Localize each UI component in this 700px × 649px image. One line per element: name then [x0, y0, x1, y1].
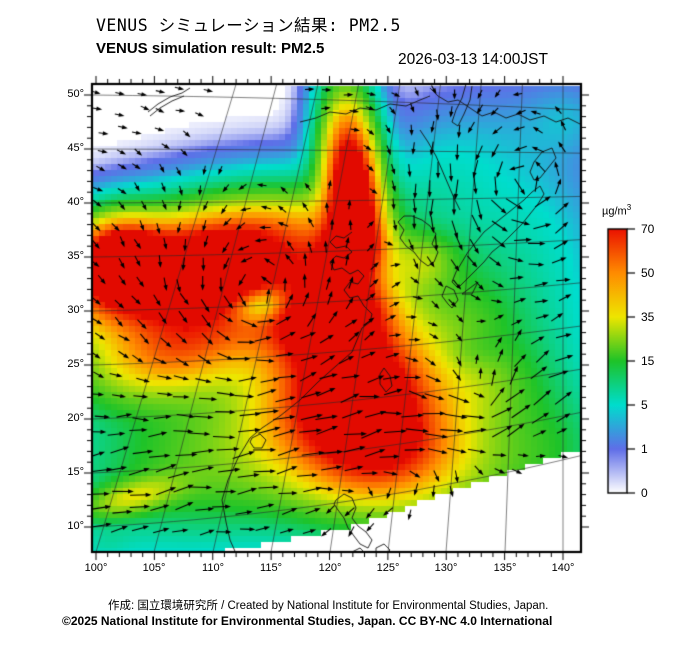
lat-tick-label: 10°: [67, 520, 84, 532]
page-title-japanese: VENUS シミュレーション結果: PM2.5: [96, 16, 401, 35]
lon-tick-label: 110°: [202, 562, 224, 574]
lat-tick-label: 20°: [67, 412, 84, 424]
lat-tick-label: 50°: [67, 88, 84, 100]
colorbar-tick-label: 15: [641, 354, 655, 368]
page-title-english: VENUS simulation result: PM2.5: [96, 40, 325, 57]
lat-tick-label: 45°: [67, 142, 84, 154]
lon-tick-label: 105°: [142, 562, 166, 574]
lon-tick-label: 130°: [434, 562, 458, 574]
lon-tick-label: 100°: [84, 562, 108, 574]
timestamp-label: 2026-03-13 14:00JST: [398, 51, 548, 68]
lat-tick-label: 25°: [67, 358, 84, 370]
lat-tick-label: 30°: [67, 304, 84, 316]
credit-text: 作成: 国立環境研究所 / Created by National Instit…: [108, 600, 549, 612]
lon-tick-label: 115°: [260, 562, 282, 574]
lat-tick-label: 35°: [67, 250, 84, 262]
colorbar-tick-label: 5: [641, 398, 648, 412]
copyright-text: ©2025 National Institute for Environment…: [62, 614, 553, 628]
colorbar-tick-label: 35: [641, 310, 655, 324]
colorbar-tick-label: 50: [641, 266, 655, 280]
colorbar-tick-label: 70: [641, 222, 655, 236]
lat-tick-label: 40°: [67, 196, 84, 208]
colorbar-unit-exponent: 3: [626, 203, 632, 212]
lon-tick-label: 135°: [493, 562, 517, 574]
colorbar-tick-label: 1: [641, 442, 648, 456]
colorbar-unit-label: µg/m3: [602, 203, 631, 218]
lon-tick-label: 125°: [376, 562, 400, 574]
lon-tick-label: 120°: [318, 562, 342, 574]
lon-tick-label: 140°: [551, 562, 575, 574]
colorbar-tick-label: 0: [641, 486, 648, 500]
lat-tick-label: 15°: [67, 466, 84, 478]
colorbar-unit-base: µg/m: [602, 205, 627, 218]
